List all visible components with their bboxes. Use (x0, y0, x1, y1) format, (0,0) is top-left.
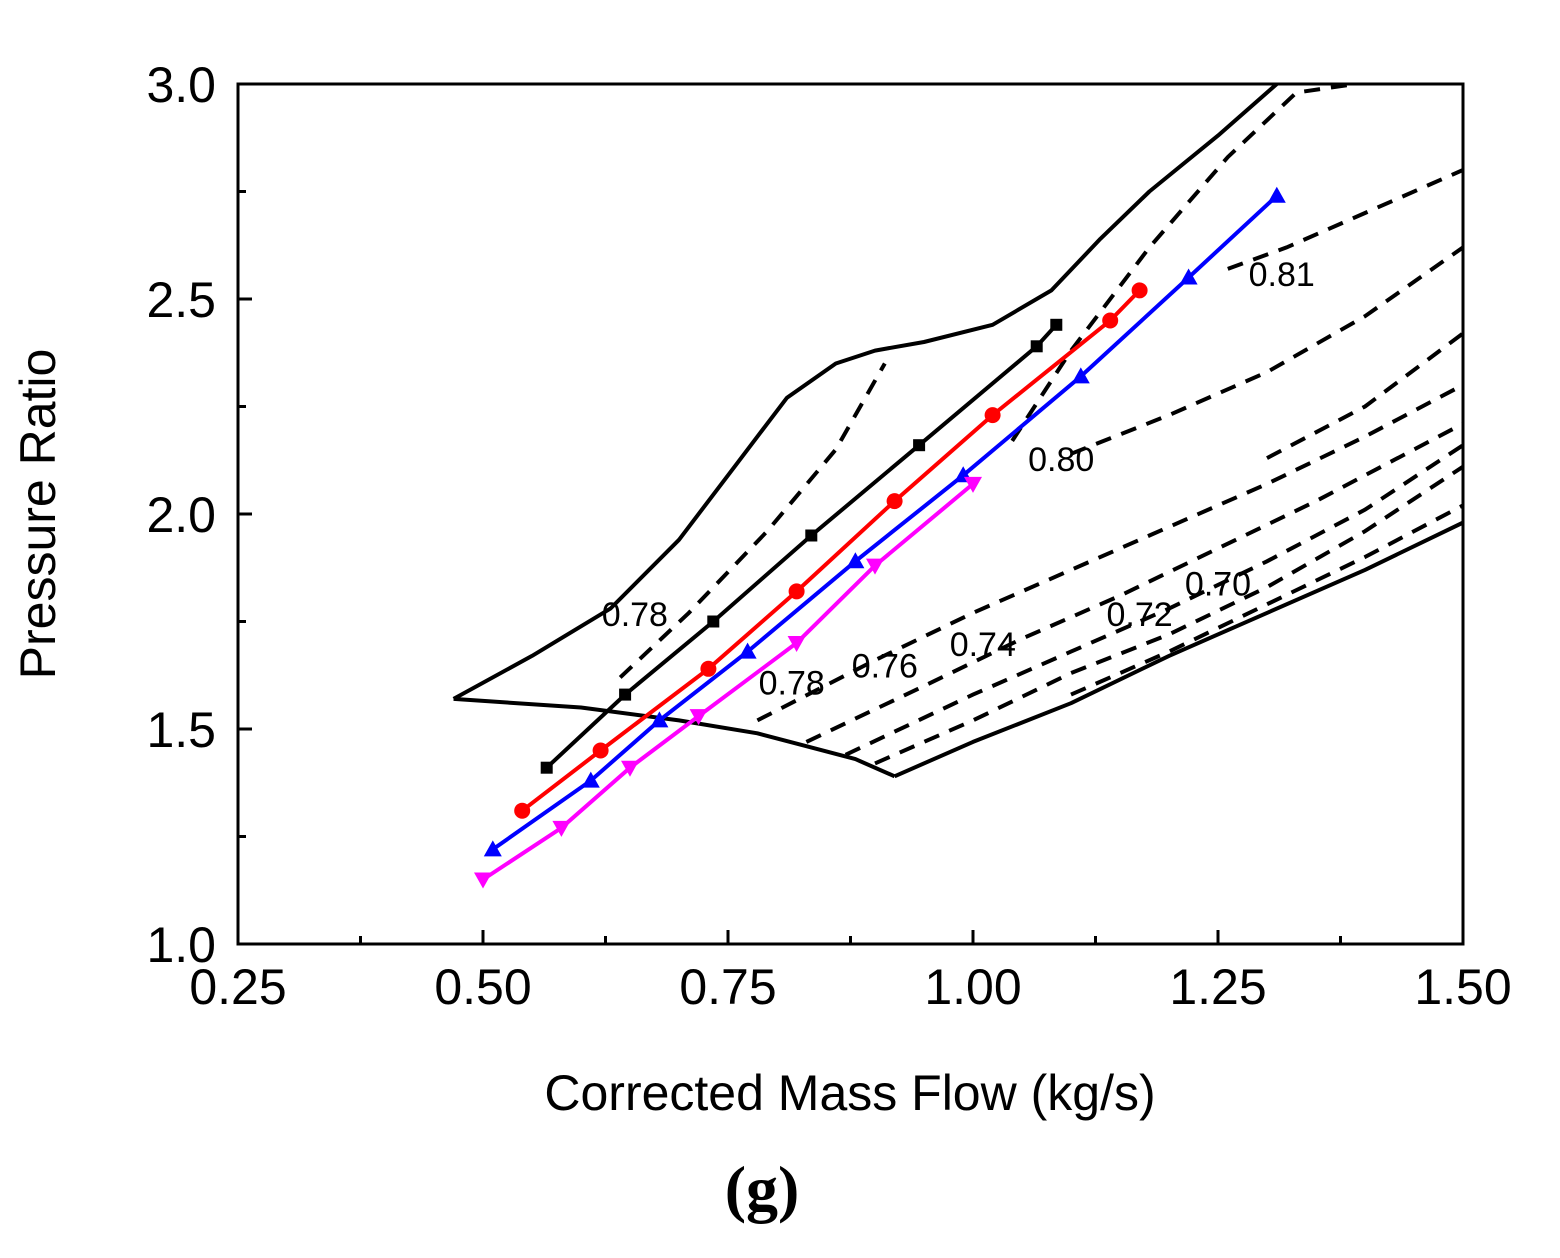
operating-boundaries (452, 84, 1463, 779)
efficiency-contour-5 (756, 383, 1463, 723)
panel-label: (g) (725, 1153, 800, 1224)
efficiency-label-6: 0.72 (1107, 596, 1173, 634)
y-tick-label-4: 3.0 (146, 57, 216, 113)
speed-line-4-point-2 (621, 760, 639, 777)
speed-line-3 (483, 186, 1286, 857)
lower-envelope (453, 696, 896, 779)
efficiency-label-5: 0.74 (950, 626, 1016, 664)
efficiency-contours (618, 84, 1463, 766)
speed-line-4-point-3 (689, 709, 708, 726)
speed-line-3-point-7 (1179, 268, 1198, 285)
efficiency-contour-3 (1070, 245, 1463, 456)
speed-line-1-point-3 (805, 529, 818, 542)
efficiency-contour-2 (1227, 168, 1463, 271)
speed-line-3-point-1 (581, 771, 600, 788)
speed-line-4-point-6 (964, 476, 982, 493)
speed-line-4-point-1 (552, 820, 571, 837)
speed-lines (474, 186, 1286, 889)
efficiency-contour-0 (618, 362, 887, 679)
efficiency-label-7: 0.70 (1185, 566, 1251, 604)
speed-line-2-point-3 (788, 583, 805, 600)
speed-line-4 (474, 476, 982, 889)
y-tick-label-2: 2.0 (146, 487, 216, 543)
speed-line-2-point-7 (1131, 282, 1148, 299)
speed-line-2-point-6 (1102, 312, 1119, 329)
speed-line-2-point-4 (886, 493, 903, 510)
efficiency-contour-1 (1010, 84, 1356, 442)
efficiency-contour-9 (1070, 503, 1463, 697)
x-tick-label-4: 1.25 (1169, 959, 1266, 1015)
efficiency-labels: 0.78 0.81 0.80 0.78 0.76 0.74 0.72 0.70 (602, 256, 1315, 702)
speed-line-2-point-1 (592, 742, 609, 759)
speed-line-3-point-0 (483, 840, 502, 857)
y-tick-label-0: 1.0 (146, 917, 216, 973)
speed-line-3-point-3 (738, 642, 757, 659)
speed-line-1-point-4 (913, 439, 926, 452)
x-axis-title: Corrected Mass Flow (kg/s) (544, 1065, 1155, 1121)
speed-line-1 (540, 318, 1063, 774)
x-tick-label-1: 0.50 (434, 959, 531, 1015)
speed-line-1-point-1 (619, 688, 632, 701)
efficiency-contour-6 (805, 421, 1463, 744)
speed-line-2-point-5 (984, 407, 1001, 424)
efficiency-label-4: 0.76 (852, 647, 918, 685)
y-tick-label-3: 2.5 (146, 272, 216, 328)
y-tick-label-1: 1.5 (146, 702, 216, 758)
speed-line-1-point-2 (707, 615, 720, 628)
efficiency-contour-8 (874, 465, 1463, 766)
y-axis-title: Pressure Ratio (10, 349, 66, 680)
speed-line-3-point-6 (1071, 367, 1090, 384)
speed-line-1-point-6 (1050, 318, 1063, 331)
speed-line-2-line (520, 289, 1142, 813)
efficiency-label-0: 0.78 (602, 596, 668, 634)
plot-frame (236, 82, 1465, 946)
choke-line (893, 520, 1463, 779)
efficiency-label-2: 0.80 (1028, 441, 1094, 479)
efficiency-contour-4 (1266, 331, 1463, 460)
speed-line-2-point-0 (514, 802, 531, 819)
speed-line-3-point-2 (650, 711, 669, 728)
speed-line-3-line (491, 194, 1279, 852)
speed-line-2 (514, 282, 1148, 819)
speed-line-4-point-5 (866, 558, 884, 575)
efficiency-label-3: 0.78 (759, 665, 825, 703)
speed-line-1-point-0 (540, 761, 553, 774)
efficiency-contour-7 (844, 443, 1463, 757)
speed-line-3-point-8 (1267, 186, 1286, 203)
speed-line-1-point-5 (1030, 340, 1043, 353)
speed-line-2-point-2 (700, 660, 717, 677)
x-tick-label-3: 1.00 (924, 959, 1021, 1015)
speed-line-4-point-4 (787, 636, 806, 652)
x-tick-label-0: 0.25 (189, 959, 286, 1015)
x-tick-label-5: 1.50 (1414, 959, 1511, 1015)
speed-line-4-point-0 (474, 872, 492, 889)
speed-line-3-point-4 (846, 552, 865, 569)
x-tick-label-2: 0.75 (679, 959, 776, 1015)
axis-ticks: 0.25 0.50 0.75 1.00 1.25 1.50 1.0 1.5 2.0 2.5 3.0 (146, 57, 1511, 1015)
efficiency-label-1: 0.81 (1249, 256, 1315, 294)
surge-line (452, 84, 1279, 701)
